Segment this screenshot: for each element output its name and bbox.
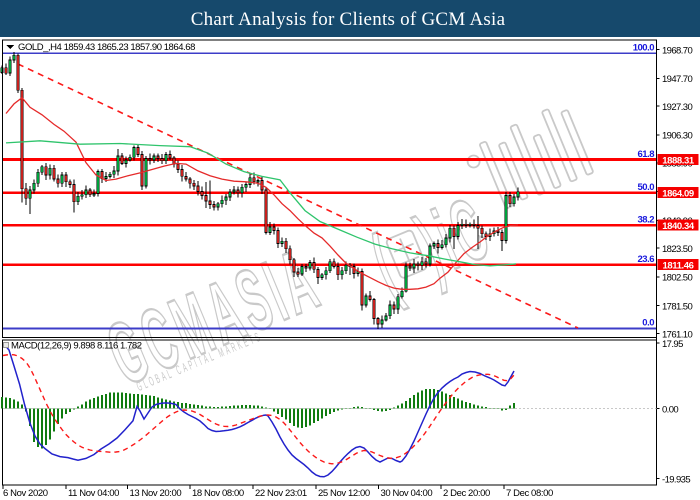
svg-text:MACD(12,26,9) 9.898 8.116 1.78: MACD(12,26,9) 9.898 8.116 1.782 [11,341,142,352]
svg-text:30 Nov 04:00: 30 Nov 04:00 [381,488,433,499]
svg-text:1823.50: 1823.50 [662,244,692,255]
svg-text:2 Dec 20:00: 2 Dec 20:00 [443,488,490,499]
svg-text:1906.30: 1906.30 [662,131,692,142]
svg-text:13 Nov 20:00: 13 Nov 20:00 [130,488,182,499]
svg-text:1802.50: 1802.50 [662,273,692,284]
svg-text:0.00: 0.00 [662,404,678,415]
svg-text:23.6: 23.6 [638,254,655,265]
svg-text:1888.31: 1888.31 [662,155,695,166]
svg-text:1927.30: 1927.30 [662,102,692,113]
svg-text:1811.46: 1811.46 [662,260,693,271]
svg-text:100.0: 100.0 [633,43,654,54]
svg-text:38.2: 38.2 [638,215,655,226]
svg-text:1968.70: 1968.70 [662,45,692,56]
svg-text:61.8: 61.8 [638,149,655,160]
svg-text:1781.50: 1781.50 [662,301,692,312]
svg-text:1864.09: 1864.09 [662,189,694,200]
svg-text:Chart Analysis for Clients of: Chart Analysis for Clients of GCM Asia [191,9,506,30]
svg-text:50.0: 50.0 [638,182,655,193]
svg-text:6 Nov 2020: 6 Nov 2020 [3,488,48,499]
svg-text:-19.935: -19.935 [662,474,690,485]
svg-text:22 Nov 23:01: 22 Nov 23:01 [255,488,307,499]
svg-text:1761.10: 1761.10 [662,329,692,340]
svg-text:25 Nov 12:00: 25 Nov 12:00 [318,488,370,499]
svg-text:GOLD_,H4 1859.43 1865.23 1857: GOLD_,H4 1859.43 1865.23 1857.90 1864.68 [18,42,195,53]
svg-text:0.0: 0.0 [642,318,654,329]
svg-text:1840.34: 1840.34 [662,221,695,232]
svg-text:7 Dec 08:00: 7 Dec 08:00 [506,488,553,499]
svg-text:17.95: 17.95 [662,339,683,350]
svg-text:1947.70: 1947.70 [662,74,692,85]
svg-text:18 Nov 08:00: 18 Nov 08:00 [192,488,244,499]
svg-text:11 Nov 04:00: 11 Nov 04:00 [68,488,119,499]
